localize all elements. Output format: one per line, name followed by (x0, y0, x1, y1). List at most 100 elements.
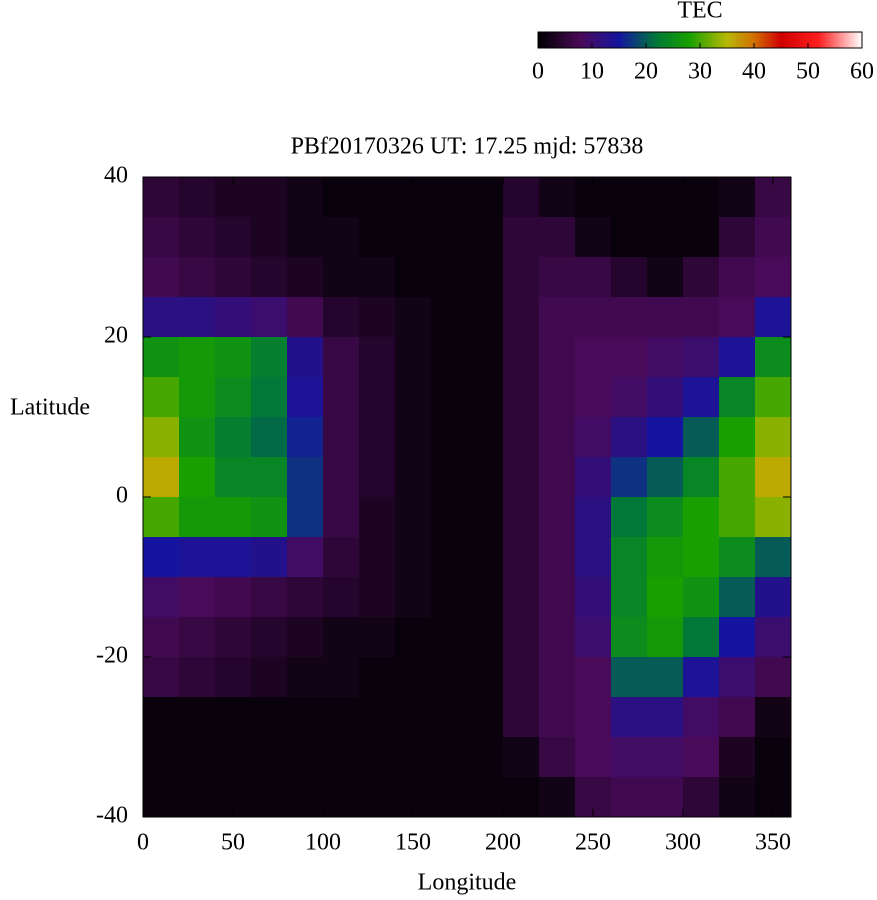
heatmap-cell (503, 377, 540, 418)
heatmap-cell (503, 697, 540, 738)
heatmap-cell (143, 377, 180, 418)
heatmap-cell (647, 577, 684, 618)
heatmap-cell (323, 737, 360, 778)
heatmap-cell (179, 497, 216, 538)
heatmap-cell (539, 377, 576, 418)
heatmap-cell (431, 497, 468, 538)
heatmap-cell (539, 417, 576, 458)
heatmap-cell (755, 297, 792, 338)
y-tick-label: 20 (104, 323, 128, 349)
heatmap-cell (251, 417, 288, 458)
heatmap-cell (179, 777, 216, 818)
heatmap-cell (503, 217, 540, 258)
heatmap-cell (215, 497, 252, 538)
heatmap-cell (179, 697, 216, 738)
heatmap-cell (143, 417, 180, 458)
heatmap-cell (683, 697, 720, 738)
y-tick-label: -40 (96, 803, 128, 829)
heatmap-cell (755, 457, 792, 498)
heatmap-cell (647, 417, 684, 458)
heatmap-cell (611, 537, 648, 578)
heatmap-cell (215, 617, 252, 658)
heatmap-cell (359, 777, 396, 818)
heatmap-cell (611, 377, 648, 418)
heatmap-cell (683, 457, 720, 498)
heatmap-cell (755, 577, 792, 618)
heatmap-cell (431, 577, 468, 618)
y-tick-label: -20 (96, 643, 128, 669)
heatmap-cell (575, 497, 612, 538)
heatmap-cell (359, 257, 396, 298)
y-tick-label: 0 (116, 483, 128, 509)
heatmap-cell (287, 617, 324, 658)
heatmap-cell (467, 777, 504, 818)
heatmap-cell (287, 657, 324, 698)
heatmap-cell (575, 297, 612, 338)
heatmap-cell (719, 337, 756, 378)
x-axis-label: Longitude (418, 870, 517, 896)
heatmap-cell (467, 457, 504, 498)
heatmap-cell (755, 217, 792, 258)
heatmap-cell (503, 497, 540, 538)
heatmap-cell (467, 697, 504, 738)
heatmap-cell (287, 497, 324, 538)
heatmap-cell (467, 497, 504, 538)
heatmap-cell (611, 577, 648, 618)
heatmap-cell (647, 457, 684, 498)
heatmap-cell (179, 377, 216, 418)
heatmap-cell (755, 497, 792, 538)
heatmap-cell (251, 537, 288, 578)
heatmap-cell (395, 697, 432, 738)
heatmap-cell (683, 217, 720, 258)
y-tick-label: 40 (104, 163, 128, 189)
heatmap-cell (539, 497, 576, 538)
heatmap-cell (719, 457, 756, 498)
heatmap-cell (395, 257, 432, 298)
heatmap-cell (359, 657, 396, 698)
heatmap-cell (179, 417, 216, 458)
heatmap-cell (467, 337, 504, 378)
heatmap-cell (647, 737, 684, 778)
heatmap-cell (575, 697, 612, 738)
heatmap-cell (215, 737, 252, 778)
x-tick-label: 50 (221, 830, 245, 856)
heatmap-cell (719, 777, 756, 818)
heatmap-cell (719, 617, 756, 658)
heatmap-cell (143, 257, 180, 298)
heatmap-cell (359, 217, 396, 258)
heatmap-cell (143, 617, 180, 658)
heatmap-cell (431, 217, 468, 258)
x-tick-label: 250 (575, 830, 611, 856)
heatmap-cell (251, 497, 288, 538)
heatmap-cell (215, 337, 252, 378)
heatmap-cell (359, 457, 396, 498)
heatmap-cell (287, 537, 324, 578)
colorbar-tick-label: 30 (688, 59, 712, 85)
heatmap-cell (719, 297, 756, 338)
heatmap-cell (467, 417, 504, 458)
heatmap-cell (431, 177, 468, 218)
heatmap-cell (539, 297, 576, 338)
heatmap-cell (755, 257, 792, 298)
heatmap-cell (143, 297, 180, 338)
heatmap-cell (251, 737, 288, 778)
heatmap-cell (611, 177, 648, 218)
heatmap-cell (647, 257, 684, 298)
heatmap-cell (179, 537, 216, 578)
heatmap-cell (143, 697, 180, 738)
heatmap-cell (683, 257, 720, 298)
heatmap-cell (539, 177, 576, 218)
heatmap-cell (323, 577, 360, 618)
heatmap-cell (755, 697, 792, 738)
heatmap-cell (575, 617, 612, 658)
heatmap-cell (395, 337, 432, 378)
heatmap-cell (683, 377, 720, 418)
heatmap-cell (431, 377, 468, 418)
heatmap-cell (287, 457, 324, 498)
heatmap-cell (251, 617, 288, 658)
heatmap-cell (431, 337, 468, 378)
heatmap-cell (251, 457, 288, 498)
heatmap-cell (215, 377, 252, 418)
x-tick-label: 300 (665, 830, 701, 856)
heatmap-cell (323, 217, 360, 258)
